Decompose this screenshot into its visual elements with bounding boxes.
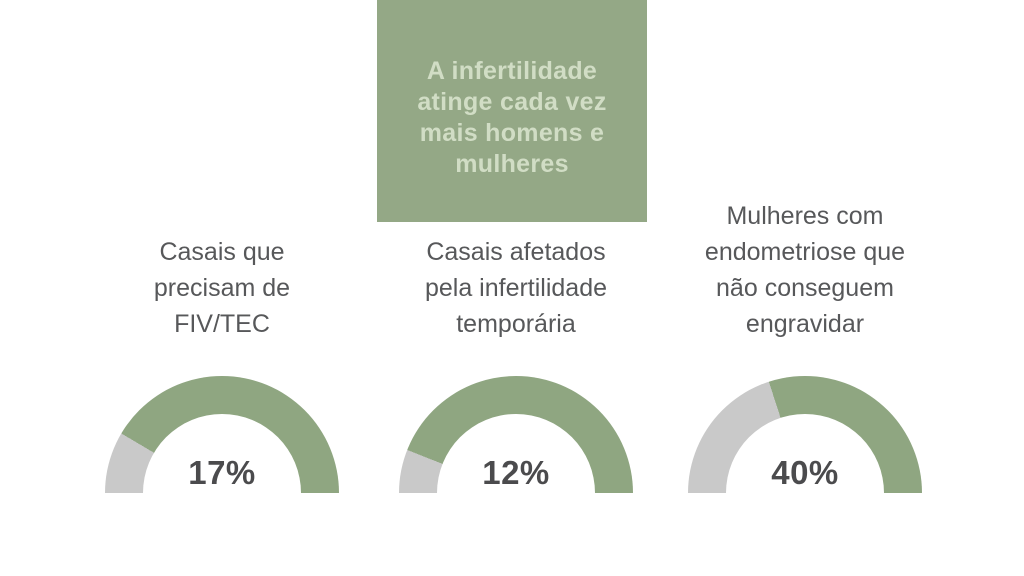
page-title: A infertilidade atinge cada vez mais hom… — [417, 57, 607, 178]
gauge-chart: 17% — [105, 376, 339, 494]
gauge-chart: 40% — [688, 376, 922, 494]
gauge-column-infertilidade-temporaria: Casais afetados pela infertilidade tempo… — [356, 192, 676, 494]
gauge-chart: 12% — [399, 376, 633, 494]
gauge-label: Mulheres com endometriose que não conseg… — [704, 202, 906, 338]
gauge-column-fiv-tec: Casais que precisam de FIV/TEC 17% — [62, 192, 382, 494]
gauge-column-endometriose: Mulheres com endometriose que não conseg… — [645, 192, 965, 494]
gauge-value: 12% — [482, 454, 550, 491]
gauge-label: Casais afetados pela infertilidade tempo… — [424, 238, 608, 338]
header-box: A infertilidade atinge cada vez mais hom… — [377, 0, 647, 222]
gauge-label: Casais que precisam de FIV/TEC — [153, 238, 291, 338]
gauge-value: 17% — [188, 454, 256, 491]
gauge-value: 40% — [771, 454, 839, 491]
